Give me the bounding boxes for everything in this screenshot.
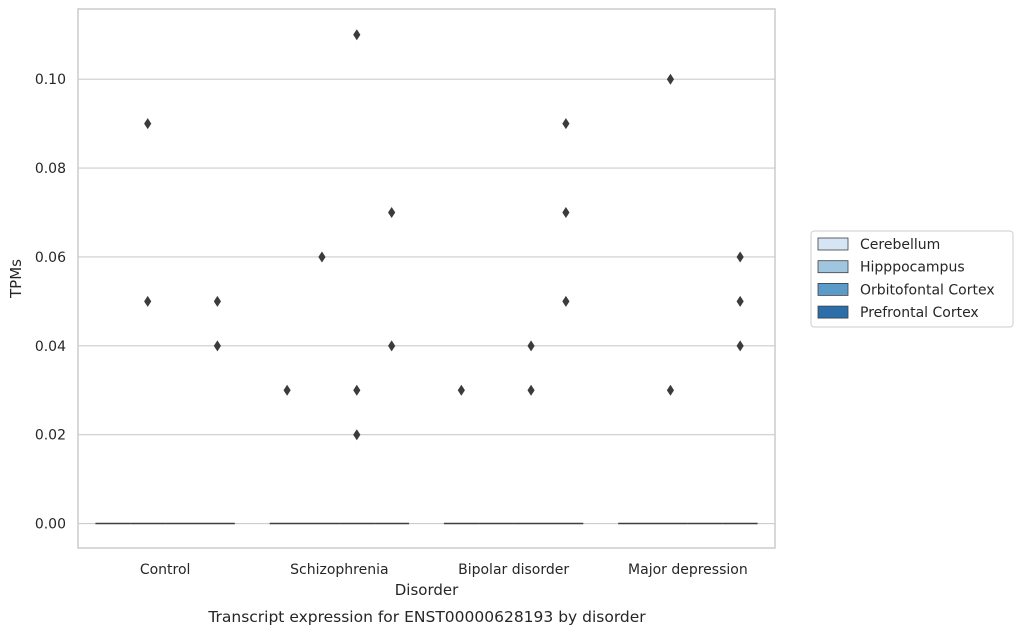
outlier-point [736, 340, 744, 352]
x-tick-label: Major depression [628, 562, 748, 578]
legend-label: Cerebellum [860, 237, 940, 253]
y-tick-label: 0.08 [35, 161, 66, 177]
outlier-point [736, 251, 744, 263]
outlier-point [213, 295, 221, 307]
outlier-point [562, 118, 570, 130]
legend-swatch [817, 282, 849, 296]
legend-frame [810, 230, 1014, 328]
y-tick-labels: 0.00 0.02 0.04 0.06 0.08 0.10 [35, 72, 66, 532]
y-tick-label: 0.06 [35, 250, 66, 266]
legend-swatch [817, 260, 849, 274]
legend-label: Hipppocampus [860, 260, 965, 276]
legend-swatch [817, 305, 849, 319]
outlier-point [562, 295, 570, 307]
legend-label: Orbitofontal Cortex [860, 282, 995, 298]
outlier-point [388, 340, 396, 352]
outlier-layer [144, 29, 744, 441]
y-tick-label: 0.02 [35, 428, 66, 444]
outlier-point [318, 251, 326, 263]
outlier-point [388, 207, 396, 219]
outlier-point [283, 384, 291, 396]
x-tick-label: Schizophrenia [290, 562, 388, 578]
outlier-point [527, 384, 535, 396]
x-axis-label: Disorder [395, 581, 459, 599]
grid-layer [78, 78, 775, 525]
outlier-point [144, 118, 152, 130]
outlier-point [562, 207, 570, 219]
outlier-point [666, 384, 675, 396]
outlier-point [736, 295, 744, 307]
outlier-point [144, 295, 152, 307]
outlier-point [527, 340, 535, 352]
y-axis-label: TPMs [7, 259, 25, 299]
legend-swatch [817, 237, 849, 251]
outlier-point [457, 384, 465, 396]
x-tick-label: Bipolar disorder [458, 562, 569, 578]
outlier-point [353, 29, 361, 41]
outlier-point [353, 429, 361, 441]
x-tick-labels: Control Schizophrenia Bipolar disorder Majo… [140, 562, 748, 578]
x-tick-label: Control [140, 562, 191, 578]
y-tick-label: 0.10 [35, 72, 66, 88]
chart-caption: Transcript expression for ENST0000062819… [207, 608, 646, 626]
legend: Cerebellum Hipppocampus Orbitofontal Corte… [810, 230, 1014, 328]
outlier-point [666, 73, 675, 85]
plot-frame [77, 8, 776, 549]
outlier-point [353, 384, 361, 396]
outlier-point [213, 340, 221, 352]
y-tick-label: 0.04 [35, 339, 66, 355]
y-tick-label: 0.00 [35, 517, 66, 533]
legend-label: Prefrontal Cortex [860, 305, 979, 321]
